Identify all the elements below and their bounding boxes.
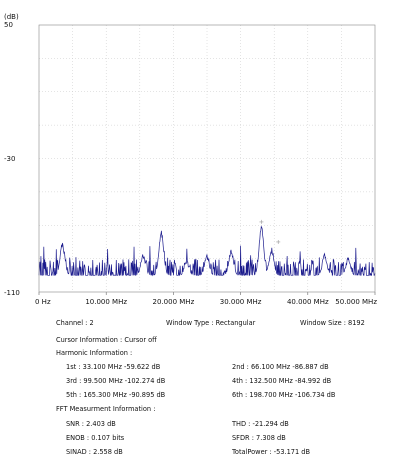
sinad-value: SINAD : 2.558 dB <box>66 448 123 456</box>
cursor-marker <box>259 219 264 224</box>
x-tick-label: 0 Hz <box>35 298 51 306</box>
total-power-value: TotalPower : -53.171 dB <box>232 448 311 456</box>
y-axis-label: (dB) <box>4 13 19 21</box>
spectrum-chart: (dB) 50 -30 -110 0 Hz 10.000 MHz 20.000 MHz 3… <box>4 13 377 306</box>
cursor-markers <box>259 219 281 244</box>
harmonic-6th: 6th : 198.700 MHz -106.734 dB <box>232 391 336 399</box>
x-tick-label: 20.000 MHz <box>153 298 195 306</box>
channel-info: Channel : 2 <box>56 319 94 327</box>
y-tick-labels: 50 -30 -110 <box>4 21 20 297</box>
enob-value: ENOB : 0.107 bits <box>66 434 125 442</box>
plot-frame <box>38 24 376 293</box>
cursor-info: Cursor Information : Cursor off <box>56 336 157 344</box>
cursor-marker <box>276 239 281 244</box>
x-tick-label: 40.000 MHz <box>287 298 329 306</box>
harmonic-3rd: 3rd : 99.500 MHz -102.274 dB <box>66 377 166 385</box>
harmonic-info-title: Harmonic Information : <box>56 349 133 357</box>
sfdr-value: SFDR : 7.308 dB <box>232 434 286 442</box>
grid <box>39 25 375 292</box>
spectrum-trace <box>38 225 376 277</box>
fft-info-title: FFT Measurment Information : <box>56 405 156 413</box>
x-tick-labels: 0 Hz 10.000 MHz 20.000 MHz 30.000 MHz 40.000… <box>35 298 377 306</box>
harmonic-2nd: 2nd : 66.100 MHz -86.887 dB <box>232 363 329 371</box>
y-tick-label: -30 <box>4 155 15 163</box>
x-tick-label: 30.000 MHz <box>220 298 262 306</box>
x-tick-label: 10.000 MHz <box>85 298 127 306</box>
harmonic-5th: 5th : 165.300 MHz -90.895 dB <box>66 391 166 399</box>
harmonic-4th: 4th : 132.500 MHz -84.992 dB <box>232 377 332 385</box>
thd-value: THD : -21.294 dB <box>232 420 289 428</box>
axis-ticks <box>38 292 376 295</box>
y-tick-label: -110 <box>4 289 20 297</box>
window-type-info: Window Type : Rectangular <box>166 319 256 327</box>
window-size-info: Window Size : 8192 <box>300 319 365 327</box>
x-tick-label: 50.000 MHz <box>335 298 377 306</box>
snr-value: SNR : 2.403 dB <box>66 420 116 428</box>
y-tick-label: 50 <box>4 21 13 29</box>
harmonic-1st: 1st : 33.100 MHz -59.622 dB <box>66 363 161 371</box>
